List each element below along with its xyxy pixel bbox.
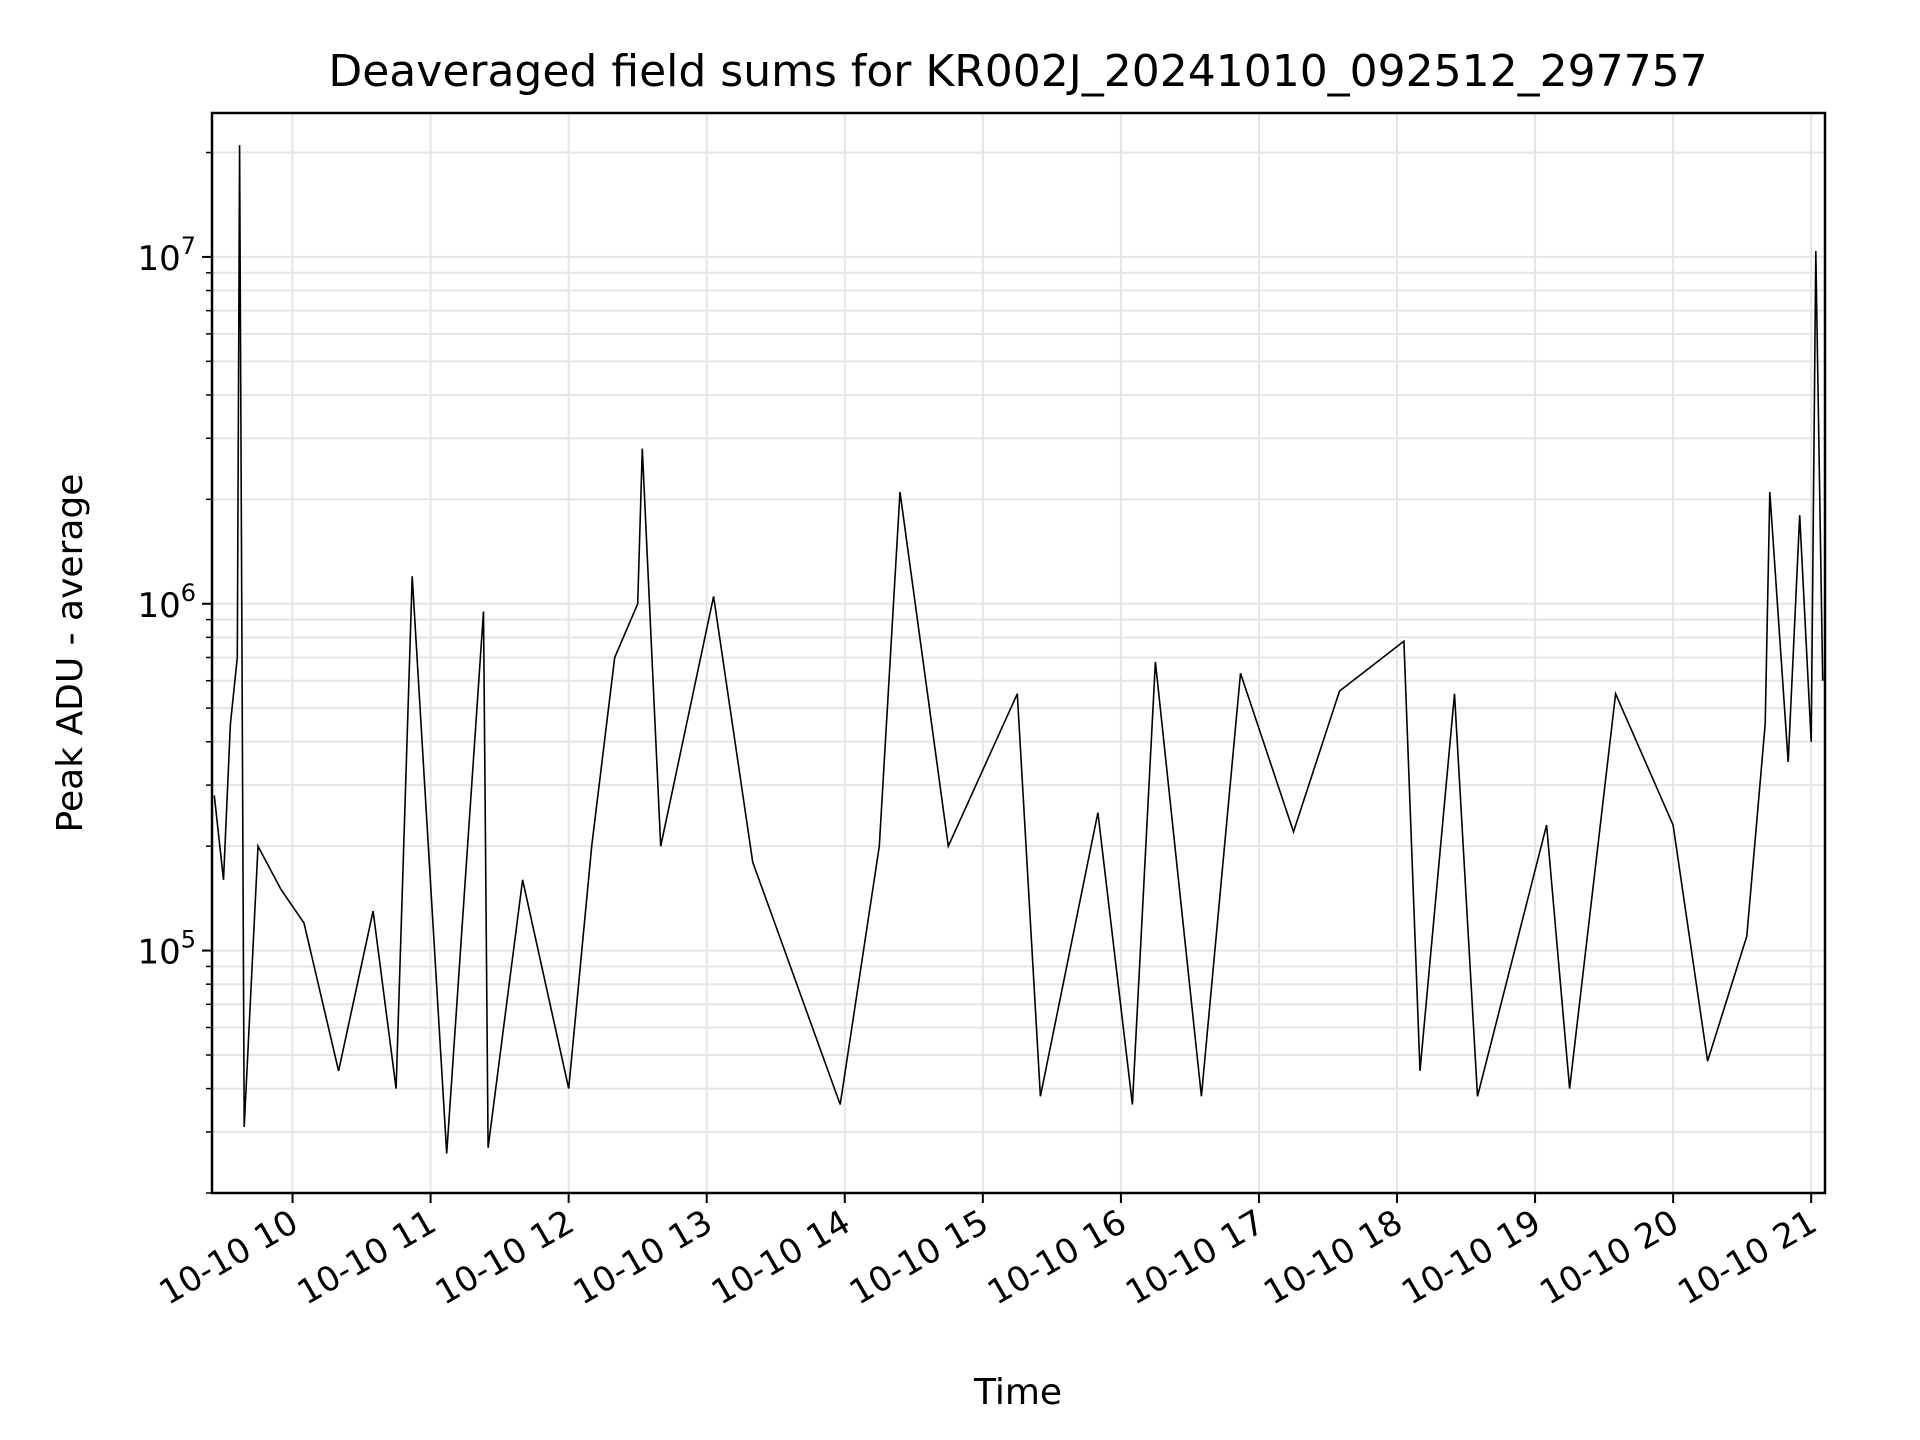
y-axis-label: Peak ADU - average — [50, 474, 91, 833]
grid — [212, 113, 1825, 1194]
data-series — [213, 145, 1824, 1154]
plot-frame — [210, 111, 1827, 1195]
x-axis-label: Time — [973, 1372, 1062, 1413]
series-line — [213, 145, 1824, 1154]
y-tick-label: 105 — [137, 926, 196, 973]
chart-title: Deaveraged field sums for KR002J_2024101… — [328, 46, 1707, 97]
y-tick-label: 107 — [137, 232, 196, 279]
